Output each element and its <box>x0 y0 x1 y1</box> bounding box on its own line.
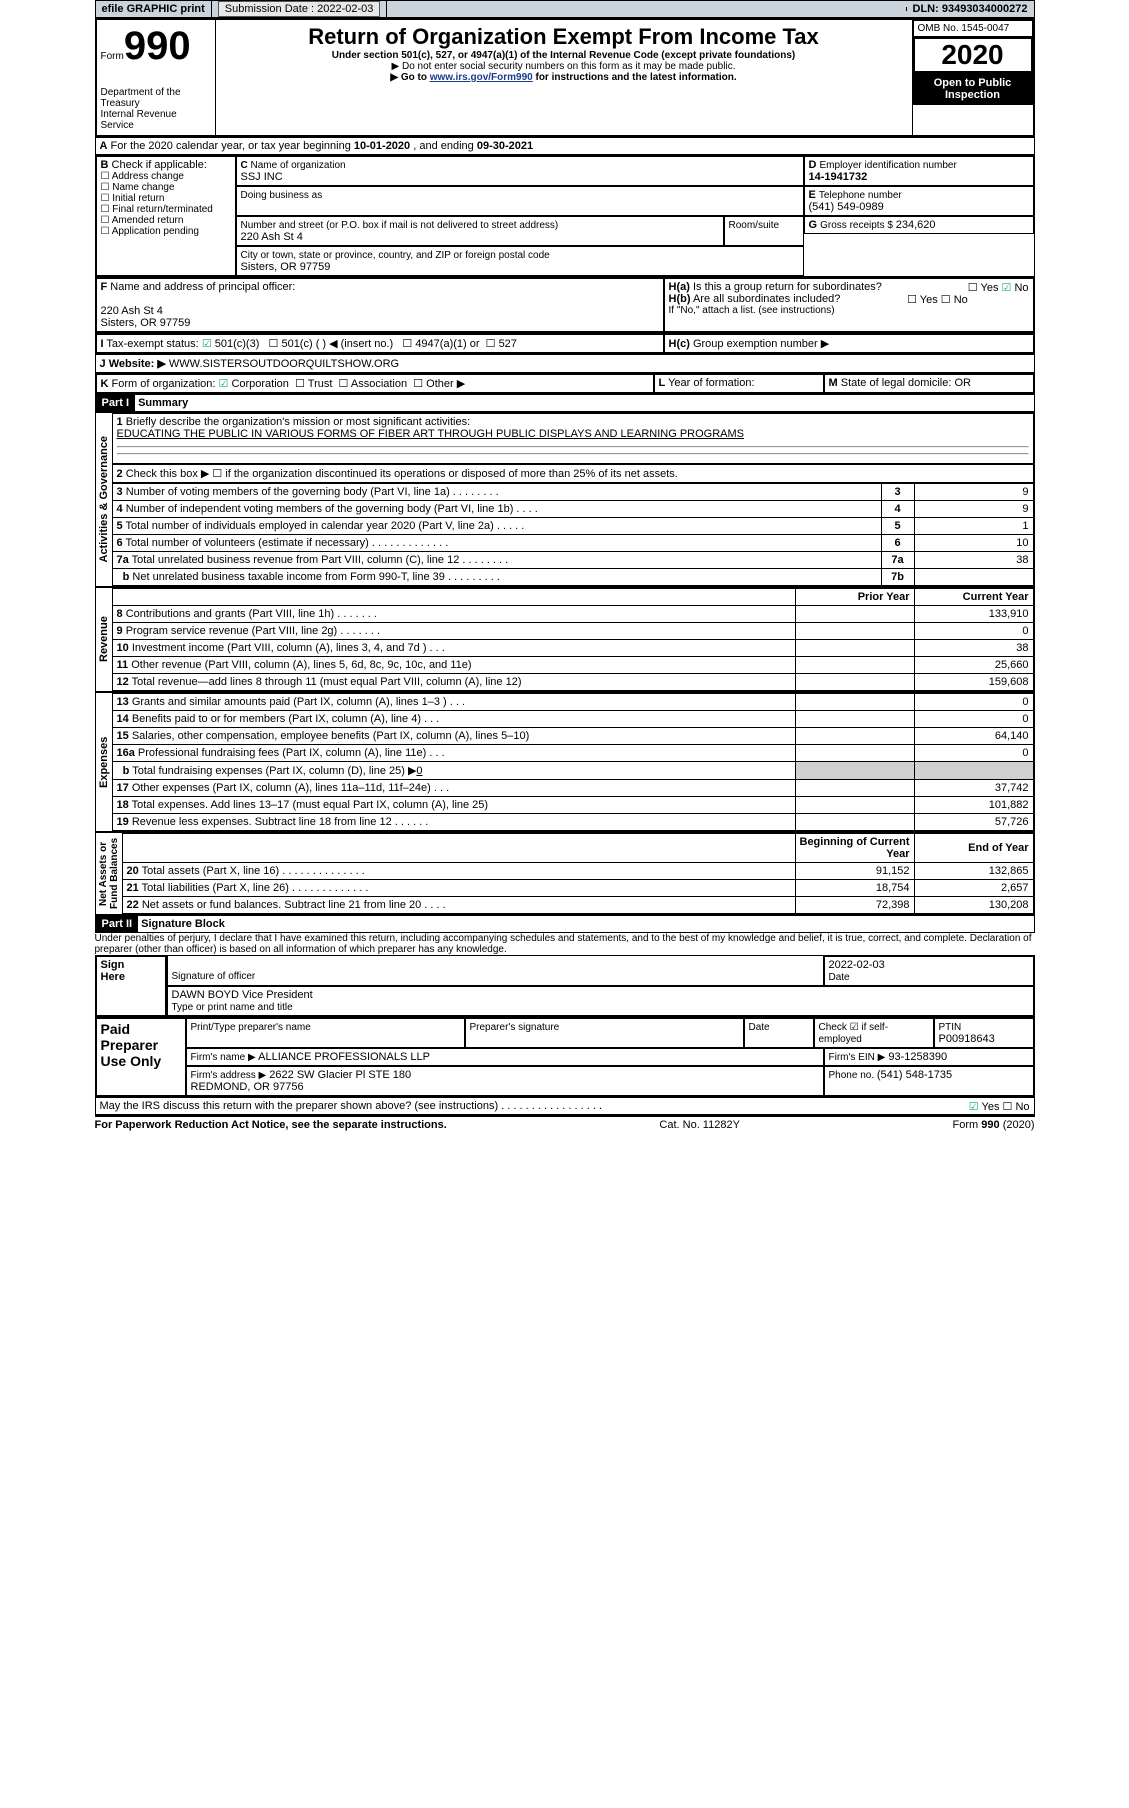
chk-initial-return[interactable] <box>101 193 113 204</box>
form-header: Form990 Department of the Treasury Inter… <box>95 18 1035 137</box>
chk-amended[interactable] <box>101 215 112 226</box>
firm-ein: 93-1258390 <box>888 1051 947 1063</box>
org-name: SSJ INC <box>241 171 283 183</box>
officer-addr1: 220 Ash St 4 <box>101 305 163 317</box>
discuss-label: May the IRS discuss this return with the… <box>100 1100 603 1112</box>
vt-activities: Activities & Governance <box>96 413 112 586</box>
chk-501c3[interactable] <box>202 338 215 350</box>
chk-corp[interactable] <box>219 378 232 390</box>
dept-label: Department of the Treasury Internal Reve… <box>101 87 211 131</box>
form-number: 990 <box>124 24 191 68</box>
part1-header: Part I <box>96 395 136 411</box>
state-domicile: OR <box>954 377 971 389</box>
self-employed: Check ☑ if self-employed <box>819 1022 889 1045</box>
lines-3-7: 3 Number of voting members of the govern… <box>112 483 1034 586</box>
hb-yes[interactable] <box>907 294 920 306</box>
tax-year: 2020 <box>913 37 1033 73</box>
l-label: Year of formation: <box>668 377 754 389</box>
chk-4947[interactable] <box>402 338 415 350</box>
part2-header: Part II <box>96 916 139 932</box>
line-a: A For the 2020 calendar year, or tax yea… <box>95 137 1035 155</box>
top-bar: efile GRAPHIC print Submission Date : 20… <box>95 0 1035 18</box>
submission-date-button[interactable]: Submission Date : 2022-02-03 <box>218 1 381 17</box>
hc-label: Group exemption number ▶ <box>693 338 829 350</box>
sign-date: 2022-02-03 <box>829 959 885 971</box>
website: WWW.SISTERSOUTDOORQUILTSHOW.ORG <box>169 358 399 370</box>
declaration: Under penalties of perjury, I declare th… <box>95 933 1035 955</box>
firm-name: ALLIANCE PROFESSIONALS LLP <box>258 1051 430 1063</box>
b-label: Check if applicable: <box>112 159 207 171</box>
f-label: Name and address of principal officer: <box>110 281 295 293</box>
sign-here: Sign Here <box>96 956 166 1016</box>
chk-527[interactable] <box>486 338 499 350</box>
gross-receipts: 234,620 <box>896 219 936 231</box>
hb-no[interactable] <box>941 294 954 306</box>
officer-addr2: Sisters, OR 97759 <box>101 317 191 329</box>
cat-no: Cat. No. 11282Y <box>447 1119 953 1131</box>
subtitle-2: ▶ Do not enter social security numbers o… <box>220 61 908 72</box>
firm-phone: (541) 548-1735 <box>877 1069 952 1081</box>
phone: (541) 549-0989 <box>809 201 884 213</box>
paid-preparer: Paid Preparer Use Only <box>96 1018 186 1096</box>
dln-label: DLN: 93493034000272 <box>913 3 1028 15</box>
irs-link[interactable]: www.irs.gov/Form990 <box>430 72 533 83</box>
ha-no[interactable] <box>1002 282 1015 294</box>
vt-expenses: Expenses <box>96 693 112 831</box>
ptin: P00918643 <box>939 1033 995 1045</box>
part1-title: Summary <box>138 397 188 409</box>
officer-name: DAWN BOYD Vice President <box>172 989 313 1001</box>
chk-name-change[interactable] <box>101 182 113 193</box>
ein: 14-1941732 <box>809 171 868 183</box>
city-state-zip: Sisters, OR 97759 <box>241 261 331 273</box>
chk-address-change[interactable] <box>101 171 112 182</box>
vt-revenue: Revenue <box>96 588 112 691</box>
form-label: Form <box>101 51 124 62</box>
subtitle-1: Under section 501(c), 527, or 4947(a)(1)… <box>332 50 795 61</box>
chk-final-return[interactable] <box>101 204 113 215</box>
vt-netassets: Net Assets or Fund Balances <box>96 833 122 914</box>
chk-assoc[interactable] <box>339 378 351 390</box>
mission: EDUCATING THE PUBLIC IN VARIOUS FORMS OF… <box>117 428 745 440</box>
open-public-badge: Open to Public Inspection <box>913 73 1033 105</box>
ha-label: Is this a group return for subordinates? <box>693 281 882 293</box>
line2: Check this box ▶ ☐ if the organization d… <box>126 468 678 480</box>
firm-addr: 2622 SW Glacier Pl STE 180 <box>269 1069 411 1081</box>
form-title: Return of Organization Exempt From Incom… <box>220 24 908 50</box>
chk-other[interactable] <box>413 378 426 390</box>
discuss-yes[interactable] <box>969 1101 982 1113</box>
discuss-no[interactable] <box>1003 1101 1016 1113</box>
efile-label: efile GRAPHIC print <box>102 3 205 15</box>
hb-note: If "No," attach a list. (see instruction… <box>669 305 1029 316</box>
ha-yes[interactable] <box>968 282 981 294</box>
chk-trust[interactable] <box>295 378 308 390</box>
omb-number: 1545-0047 <box>961 23 1009 34</box>
chk-app-pending[interactable] <box>101 226 112 237</box>
street-address: 220 Ash St 4 <box>241 231 303 243</box>
hb-label: Are all subordinates included? <box>693 293 840 305</box>
pra-notice: For Paperwork Reduction Act Notice, see … <box>95 1119 447 1131</box>
part2-title: Signature Block <box>141 918 225 930</box>
form-footer: Form 990 (2020) <box>953 1119 1035 1131</box>
chk-501c[interactable] <box>269 338 282 350</box>
